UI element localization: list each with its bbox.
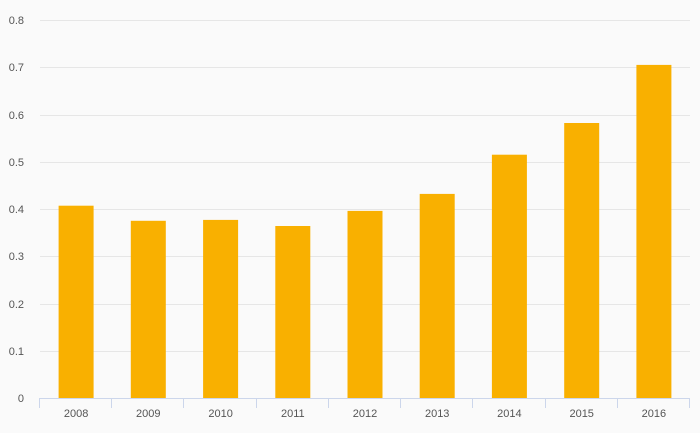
- bar-2013: [419, 193, 455, 398]
- x-tick-label: 2009: [136, 408, 160, 420]
- y-tick-label: 0.7: [9, 62, 24, 74]
- y-tick-label: 0.4: [9, 204, 24, 216]
- bar-2011: [275, 226, 311, 398]
- x-axis: [39, 398, 690, 408]
- bar-2014: [491, 154, 527, 398]
- x-tick-label: 2014: [497, 408, 521, 420]
- bars: [58, 64, 672, 399]
- x-tick-label: 2012: [353, 408, 377, 420]
- bar-2010: [203, 219, 239, 398]
- y-tick-label: 0.5: [9, 157, 24, 169]
- bar-2008: [58, 205, 94, 398]
- y-tick-label: 0.3: [9, 251, 24, 263]
- x-tick-label: 2016: [642, 408, 666, 420]
- y-tick-label: 0.1: [9, 346, 24, 358]
- bar-2012: [347, 210, 383, 398]
- y-tick-label: 0.2: [9, 299, 24, 311]
- y-tick-label: 0.6: [9, 110, 24, 122]
- x-tick-label: 2015: [569, 408, 593, 420]
- x-tick-label: 2011: [281, 408, 305, 420]
- x-tick-label: 2013: [425, 408, 449, 420]
- bar-2016: [636, 64, 672, 399]
- x-tick-label: 2010: [208, 408, 232, 420]
- x-axis-tick-labels: 2008 2009 2010 2011 2012 2013 2014 2015 2016: [64, 408, 666, 420]
- x-tick-label: 2008: [64, 408, 88, 420]
- y-tick-label: 0: [18, 393, 24, 405]
- y-tick-label: 0.8: [9, 15, 24, 27]
- bar-2009: [130, 220, 166, 398]
- y-axis-tick-labels: 0 0.1 0.2 0.3 0.4 0.5 0.6 0.7 0.8: [9, 15, 24, 405]
- bar-2015: [564, 123, 600, 398]
